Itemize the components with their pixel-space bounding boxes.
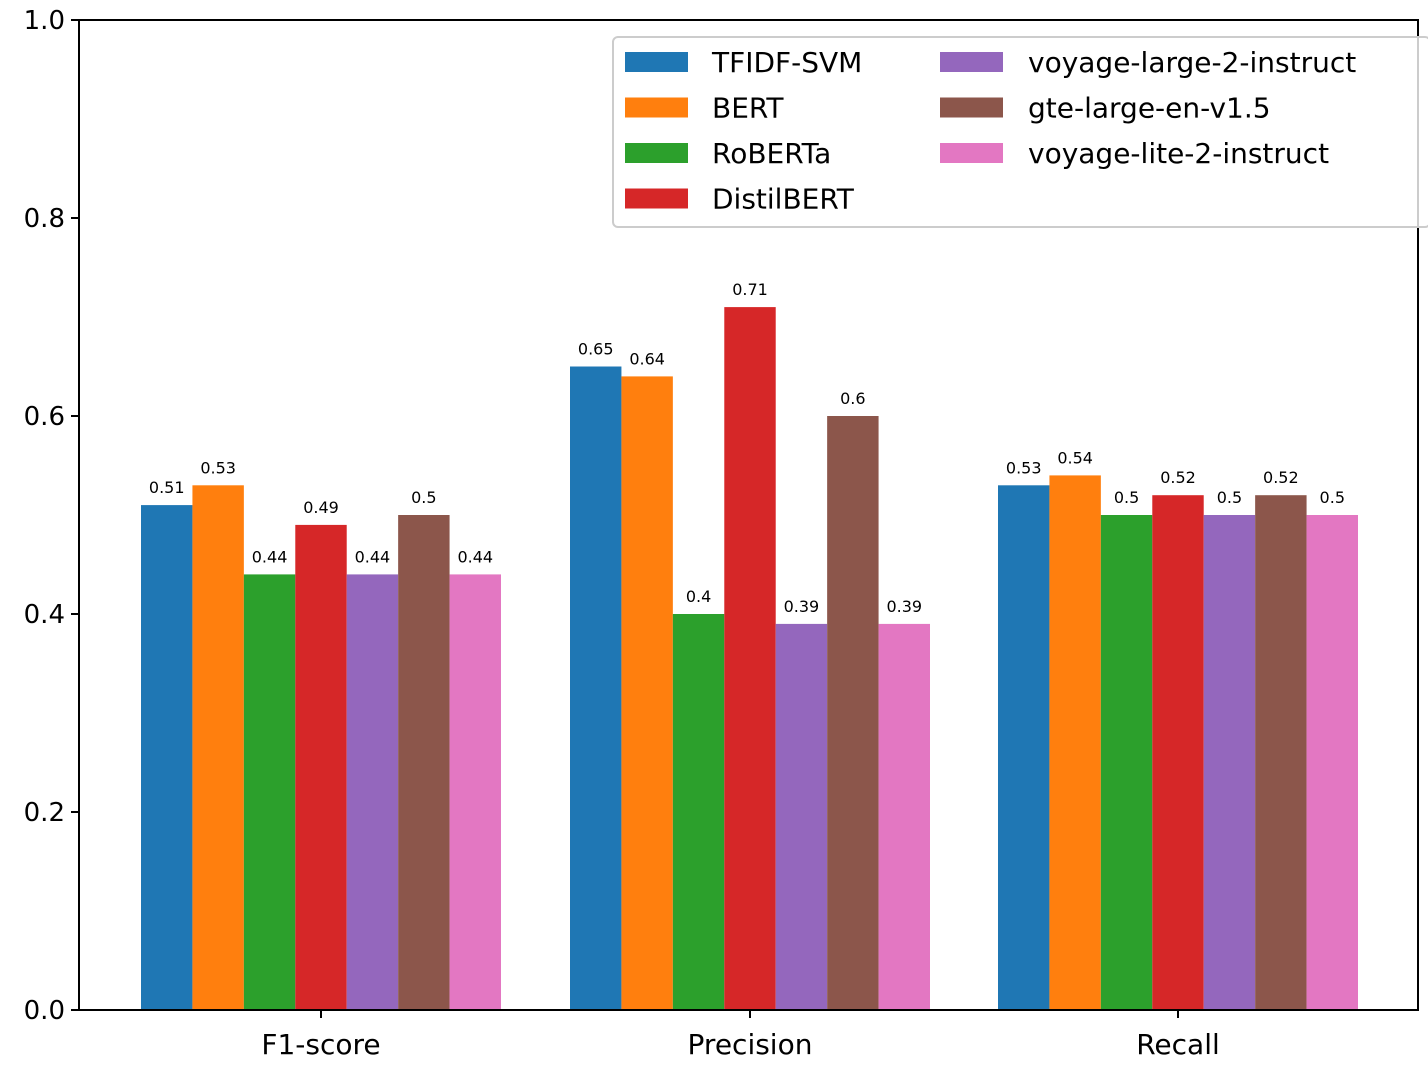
bar-voyage-large-2-instruct-Precision bbox=[775, 623, 828, 1010]
legend-label: TFIDF-SVM bbox=[711, 46, 862, 79]
data-label: 0.52 bbox=[1160, 468, 1196, 487]
data-label: 0.65 bbox=[578, 340, 614, 359]
bar-gte-large-en-v1.5-Recall bbox=[1255, 495, 1307, 1010]
legend-label: RoBERTa bbox=[712, 137, 831, 170]
bar-RoBERTa-Recall bbox=[1100, 515, 1153, 1010]
data-label: 0.4 bbox=[686, 587, 711, 606]
data-label: 0.44 bbox=[457, 547, 493, 566]
y-tick-label: 1.0 bbox=[24, 6, 65, 36]
data-label: 0.51 bbox=[149, 478, 185, 497]
bar-TFIDF-SVM-Recall bbox=[998, 485, 1050, 1010]
x-tick-label: F1-score bbox=[261, 1028, 380, 1061]
legend-label: voyage-large-2-instruct bbox=[1028, 46, 1356, 79]
data-label: 0.5 bbox=[1320, 488, 1345, 507]
x-tick-label: Precision bbox=[688, 1028, 813, 1061]
legend-label: gte-large-en-v1.5 bbox=[1028, 92, 1271, 125]
legend-swatch bbox=[940, 97, 1003, 118]
y-tick-label: 0.8 bbox=[24, 204, 65, 234]
data-label: 0.54 bbox=[1057, 448, 1093, 467]
y-axis: 0.0 0.2 0.4 0.6 0.8 1.0 bbox=[24, 6, 79, 1026]
bars-layer bbox=[141, 307, 1358, 1011]
bar-RoBERTa-Precision bbox=[672, 614, 725, 1010]
data-label: 0.64 bbox=[629, 349, 665, 368]
legend-swatch bbox=[625, 97, 688, 118]
legend-label: DistilBERT bbox=[712, 183, 855, 216]
x-axis: F1-score Precision Recall bbox=[261, 1010, 1220, 1061]
legend: TFIDF-SVM BERT RoBERTa DistilBERT voyage-lar… bbox=[612, 36, 1428, 228]
data-label: 0.71 bbox=[732, 280, 768, 299]
bar-DistilBERT-Precision bbox=[724, 307, 776, 1011]
x-tick-label: Recall bbox=[1136, 1028, 1220, 1061]
bar-voyage-large-2-instruct-F1-score bbox=[346, 574, 399, 1010]
bar-voyage-lite-2-instruct-F1-score bbox=[449, 574, 501, 1010]
legend-box bbox=[612, 36, 1428, 228]
y-tick-label: 0.2 bbox=[24, 798, 65, 828]
bar-BERT-Recall bbox=[1049, 475, 1101, 1010]
data-label: 0.5 bbox=[411, 488, 436, 507]
y-tick-label: 0.4 bbox=[24, 600, 65, 630]
bar-DistilBERT-Recall bbox=[1152, 495, 1204, 1010]
data-label: 0.44 bbox=[252, 547, 288, 566]
legend-swatch bbox=[940, 143, 1003, 163]
data-labels-layer: 0.51 0.53 0.44 0.49 0.44 0.5 0.44 0.65 0.64 0.4 0.… bbox=[149, 280, 1345, 616]
legend-label: voyage-lite-2-instruct bbox=[1028, 137, 1329, 170]
legend-swatch bbox=[625, 188, 688, 209]
plot-frame bbox=[78, 19, 1419, 1011]
bar-RoBERTa-F1-score bbox=[243, 574, 296, 1010]
data-label: 0.5 bbox=[1114, 488, 1139, 507]
bar-voyage-lite-2-instruct-Recall bbox=[1306, 515, 1358, 1010]
y-tick-label: 0.0 bbox=[24, 996, 65, 1026]
bar-TFIDF-SVM-Precision bbox=[570, 366, 622, 1010]
data-label: 0.39 bbox=[886, 597, 922, 616]
data-label: 0.53 bbox=[1006, 458, 1042, 477]
data-label: 0.52 bbox=[1263, 468, 1299, 487]
data-label: 0.49 bbox=[303, 498, 339, 517]
data-label: 0.6 bbox=[840, 389, 865, 408]
bar-gte-large-en-v1.5-Precision bbox=[827, 416, 879, 1010]
bar-voyage-large-2-instruct-Recall bbox=[1203, 515, 1256, 1010]
legend-swatch bbox=[940, 52, 1003, 72]
bar-voyage-lite-2-instruct-Precision bbox=[878, 623, 930, 1010]
legend-swatch bbox=[625, 52, 688, 72]
bar-TFIDF-SVM-F1-score bbox=[141, 505, 193, 1010]
data-label: 0.5 bbox=[1217, 488, 1242, 507]
legend-swatch bbox=[625, 143, 688, 163]
legend-label: BERT bbox=[712, 92, 784, 125]
y-tick-label: 0.6 bbox=[24, 402, 65, 432]
data-label: 0.44 bbox=[355, 547, 391, 566]
bar-BERT-Precision bbox=[621, 376, 673, 1010]
bar-BERT-F1-score bbox=[192, 485, 244, 1010]
data-label: 0.53 bbox=[200, 458, 236, 477]
bar-DistilBERT-F1-score bbox=[295, 524, 347, 1010]
data-label: 0.39 bbox=[784, 597, 820, 616]
bar-gte-large-en-v1.5-F1-score bbox=[398, 515, 450, 1010]
